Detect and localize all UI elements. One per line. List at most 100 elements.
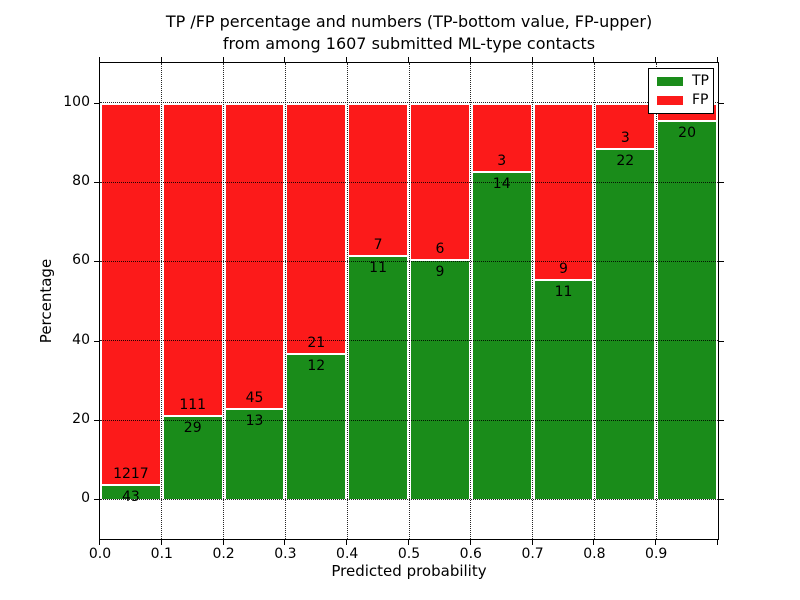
tp-bar-segment: [656, 121, 718, 500]
legend-item-fp: FP: [657, 91, 713, 108]
right-tick: [719, 499, 724, 501]
y-axis-title: Percentage: [37, 258, 55, 344]
tp-bar-segment: [223, 410, 286, 500]
legend-label-tp: TP: [692, 73, 709, 90]
v-gridline: [346, 63, 348, 539]
y-tick: [94, 261, 99, 263]
right-tick: [719, 102, 724, 104]
y-tick: [94, 102, 99, 104]
x-tick: [717, 540, 718, 545]
tp-bar-segment: [409, 261, 471, 500]
x-tick-label: 0.7: [521, 546, 544, 562]
x-tick: [222, 540, 224, 545]
fp-count-label: 111: [179, 397, 207, 414]
x-axis-title: Predicted probability: [331, 562, 487, 580]
v-gridline: [223, 63, 225, 539]
tp-bar-segment: [470, 172, 533, 500]
top-tick: [531, 57, 533, 62]
fp-count-label: 1217: [113, 465, 149, 482]
tp-bar-segment: [594, 150, 657, 500]
chart-title-line2: from among 1607 submitted ML-type contac…: [222, 34, 596, 53]
x-tick: [99, 540, 100, 545]
y-tick: [94, 499, 99, 501]
top-tick: [593, 57, 595, 62]
tp-count-label: 13: [245, 413, 264, 430]
legend-label-fp: FP: [692, 91, 709, 108]
top-tick: [99, 57, 100, 62]
right-tick: [719, 261, 724, 263]
fp-bar-segment: [285, 102, 348, 356]
right-tick: [719, 340, 724, 342]
x-tick-label: 0.8: [583, 546, 606, 562]
legend: TP FP: [648, 68, 714, 114]
tp-count-label: 11: [369, 259, 387, 276]
top-tick: [284, 57, 286, 62]
tp-bar-segment: [347, 256, 409, 500]
x-tick: [469, 540, 471, 545]
v-gridline: [532, 63, 534, 539]
tp-count-label: 22: [616, 153, 635, 170]
h-gridline: [100, 260, 718, 262]
fp-bar-segment: [100, 102, 162, 486]
legend-swatch-fp: [657, 95, 683, 105]
tp-bar-segment: [285, 355, 348, 500]
tp-bar-segment: [161, 417, 224, 500]
h-gridline: [100, 181, 718, 183]
fp-bar-segment: [532, 102, 595, 282]
chart-title: TP /FP percentage and numbers (TP-bottom…: [99, 11, 719, 55]
x-tick: [655, 540, 657, 545]
y-tick-label: 80: [72, 173, 90, 189]
x-tick: [408, 540, 409, 545]
h-gridline: [100, 498, 718, 500]
v-gridline: [593, 63, 595, 539]
grid-layer: [100, 63, 718, 539]
h-gridline: [100, 102, 718, 104]
fp-bar-segment: [470, 102, 533, 173]
x-tick-label: 0.1: [150, 546, 173, 562]
fp-count-label: 3: [497, 152, 507, 169]
y-tick-label: 20: [72, 411, 90, 427]
x-tick-label: 0.5: [397, 546, 421, 562]
tp-count-label: 43: [121, 488, 140, 505]
tp-count-label: 9: [435, 264, 445, 281]
right-tick: [719, 420, 724, 421]
y-tick-label: 60: [72, 252, 90, 269]
top-tick: [408, 57, 409, 62]
h-gridline: [100, 340, 718, 342]
x-tick: [346, 540, 348, 545]
top-tick: [160, 57, 162, 62]
fp-bar-segment: [594, 102, 657, 151]
y-tick: [94, 340, 99, 342]
x-tick-label: 0.6: [459, 546, 482, 562]
v-gridline: [655, 63, 657, 539]
chart-title-line1: TP /FP percentage and numbers (TP-bottom…: [165, 12, 653, 31]
fp-count-label: 6: [435, 241, 445, 258]
right-tick: [719, 182, 724, 183]
legend-swatch-tp: [657, 77, 683, 87]
fp-count-label: 9: [559, 261, 568, 278]
fp-count-label: 45: [245, 390, 264, 407]
x-tick: [531, 540, 533, 545]
top-tick: [469, 57, 471, 62]
tp-count-label: 20: [678, 124, 696, 141]
x-tick-label: 0.4: [336, 546, 359, 562]
x-tick: [593, 540, 595, 545]
v-gridline: [470, 63, 472, 539]
v-gridline: [408, 63, 410, 539]
tp-count-label: 29: [183, 420, 202, 437]
fp-count-label: 21: [307, 335, 326, 352]
tp-count-label: 11: [554, 284, 573, 301]
top-tick: [717, 57, 718, 62]
top-tick: [346, 57, 348, 62]
y-tick: [94, 420, 99, 421]
tp-bar-segment: [532, 281, 595, 500]
y-tick-label: 40: [72, 331, 90, 348]
x-tick: [284, 540, 286, 545]
fp-bar-segment: [347, 102, 409, 257]
top-tick: [655, 57, 657, 62]
x-tick-label: 0.3: [274, 546, 297, 562]
v-gridline: [284, 63, 286, 539]
x-tick-label: 0.0: [88, 546, 112, 562]
fp-bar-segment: [161, 102, 224, 418]
